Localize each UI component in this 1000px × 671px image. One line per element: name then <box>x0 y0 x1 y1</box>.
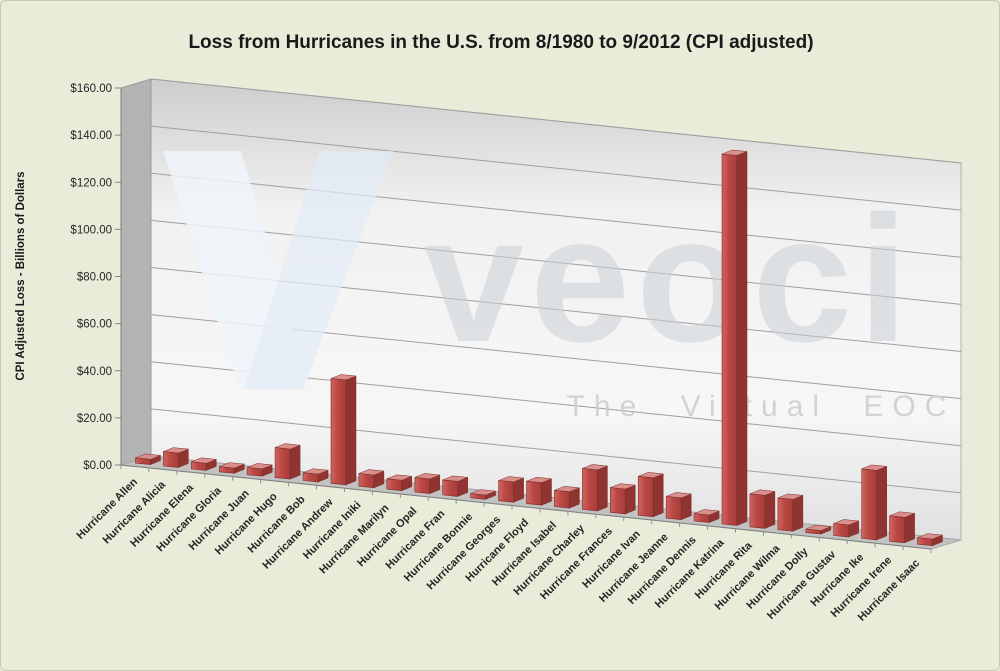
bar-hurricane-katrina <box>721 149 748 526</box>
bar-front-face <box>274 447 291 480</box>
gridline <box>150 78 962 164</box>
y-tick-label: $100.00 <box>70 224 112 236</box>
bar-hurricane-hugo <box>274 443 301 480</box>
y-axis-title: CPI Adjusted Loss - Billions of Dollars <box>15 171 27 380</box>
bar-front-face <box>637 475 654 518</box>
bar-front-face <box>191 461 207 471</box>
gridline <box>150 172 962 258</box>
watermark-tagline-text: The Virtual EOC <box>567 390 956 423</box>
bar-front-face <box>219 466 235 474</box>
bar-hurricane-juan <box>246 463 273 477</box>
bar-hurricane-marilyn <box>386 474 413 492</box>
bar-hurricane-dennis <box>693 509 720 523</box>
bar-hurricane-allen <box>135 453 161 465</box>
bar-hurricane-dolly <box>805 524 832 535</box>
y-tick-label: $120.00 <box>70 177 112 189</box>
bar-side-face <box>625 484 636 515</box>
y-tick-label: $60.00 <box>77 319 112 331</box>
bar-front-face <box>442 479 459 497</box>
bar-side-face <box>345 375 357 486</box>
bar-side-face <box>289 444 301 480</box>
bar-front-face <box>135 457 151 465</box>
category-axis-line <box>120 464 932 550</box>
bar-hurricane-jeanne <box>665 492 692 521</box>
bar-hurricane-charley <box>582 464 608 512</box>
side-wall <box>120 78 152 466</box>
bar-hurricane-isaac <box>917 533 943 547</box>
bar-hurricane-bonnie <box>470 489 496 500</box>
watermark-logo-right-stroke <box>244 151 393 389</box>
bar-front-face <box>414 477 431 494</box>
bar-front-face <box>721 153 738 526</box>
bar-front-face <box>833 523 850 538</box>
bar-side-face <box>876 466 887 541</box>
bar-side-face <box>597 465 608 512</box>
bar-hurricane-elena <box>191 457 217 471</box>
chart-title: Loss from Hurricanes in the U.S. from 8/… <box>188 32 813 53</box>
bar-hurricane-iniki <box>358 469 385 489</box>
bar-hurricane-ike <box>861 464 887 541</box>
bar-front-face <box>582 468 598 512</box>
bar-side-face <box>680 493 692 521</box>
bar-front-face <box>386 478 403 492</box>
bar-hurricane-alicia <box>163 447 189 468</box>
y-tick-label: $0.00 <box>83 460 112 472</box>
bar-hurricane-bob <box>302 468 329 483</box>
bar-hurricane-isabel <box>554 486 580 509</box>
bar-front-face <box>470 493 486 500</box>
bar-hurricane-gustav <box>833 519 859 538</box>
y-tick-label: $80.00 <box>77 272 112 284</box>
bar-hurricane-fran <box>442 475 468 497</box>
bar-front-face <box>609 487 626 515</box>
bar-hurricane-ivan <box>637 472 664 518</box>
bar-hurricane-rita <box>749 489 776 529</box>
bar-hurricane-gloria <box>219 462 245 474</box>
bar-front-face <box>693 513 710 523</box>
bars <box>135 149 943 547</box>
bar-hurricane-floyd <box>526 476 552 506</box>
bar-hurricane-georges <box>498 476 524 503</box>
bar-front-face <box>749 493 766 529</box>
bar-front-face <box>917 537 933 547</box>
y-tick-label: $160.00 <box>70 83 112 95</box>
bar-front-face <box>777 497 794 532</box>
bar-front-face <box>163 451 179 468</box>
bar-front-face <box>498 480 514 503</box>
bar-front-face <box>302 472 319 483</box>
bar-front-face <box>526 480 542 506</box>
bar-front-face <box>246 467 263 477</box>
bar-side-face <box>541 478 552 506</box>
y-tick-label: $140.00 <box>70 130 112 142</box>
bar-front-face <box>554 489 570 509</box>
bar-side-face <box>764 491 776 529</box>
gridline <box>150 408 962 494</box>
y-tick-label: $40.00 <box>77 366 112 378</box>
y-tick-label: $20.00 <box>77 413 112 425</box>
bar-front-face <box>330 378 347 486</box>
bar-hurricane-andrew <box>330 374 357 486</box>
watermark-brand-text: veoci <box>424 179 914 380</box>
bar-front-face <box>889 515 905 544</box>
bar-side-face <box>792 495 804 532</box>
gridline <box>150 125 962 211</box>
gridline <box>150 219 962 305</box>
bar-hurricane-frances <box>609 483 636 515</box>
bar-front-face <box>861 468 878 541</box>
bar-hurricane-opal <box>414 473 441 494</box>
bar-side-face <box>904 513 915 544</box>
bar-side-face <box>652 473 664 518</box>
bar-side-face <box>736 151 748 526</box>
veoci-watermark: veoci The Virtual EOC <box>163 151 956 423</box>
bar-hurricane-irene <box>889 511 915 544</box>
bar-front-face <box>358 473 375 489</box>
bar-front-face <box>665 496 682 521</box>
bar-hurricane-wilma <box>777 493 804 532</box>
bar-front-face <box>805 528 822 535</box>
